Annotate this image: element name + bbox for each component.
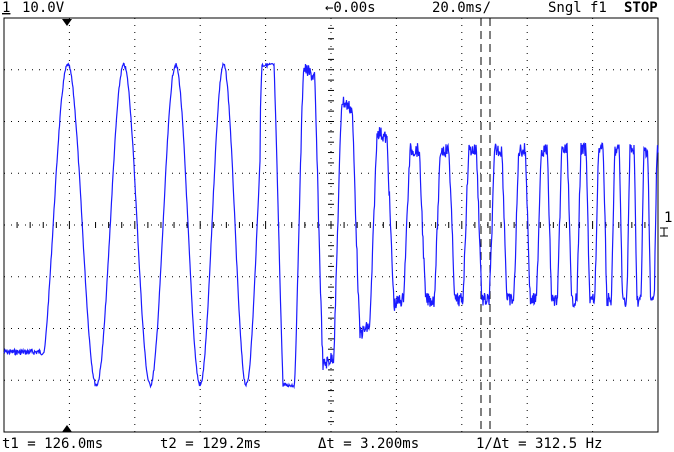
footer: t1 = 126.0ms t2 = 129.2ms Δt = 3.200ms 1…: [2, 436, 602, 452]
waveform: [3, 62, 659, 390]
trigger: f1: [590, 0, 607, 16]
scale: 10.0V: [22, 0, 65, 16]
header: 1 10.0V ←0.00s 20.0ms/ Sngl f1 STOP: [2, 0, 658, 16]
delay: ←0.00s: [325, 0, 376, 16]
ground-marker: [660, 227, 668, 237]
channel: 1: [2, 0, 10, 16]
status: STOP: [624, 0, 658, 16]
frequency: 1/Δt = 312.5 Hz: [476, 436, 602, 452]
mode: Sngl: [548, 0, 582, 16]
graticule-border: [3, 17, 659, 433]
trigger-marker-bottom: [62, 425, 72, 432]
t1: t1 = 126.0ms: [2, 436, 103, 452]
timebase: 20.0ms/: [432, 0, 491, 16]
t2: t2 = 129.2ms: [160, 436, 261, 452]
trigger-marker-top: [62, 19, 72, 26]
delta: Δt = 3.200ms: [318, 436, 419, 452]
channel-marker: 1: [664, 210, 672, 226]
